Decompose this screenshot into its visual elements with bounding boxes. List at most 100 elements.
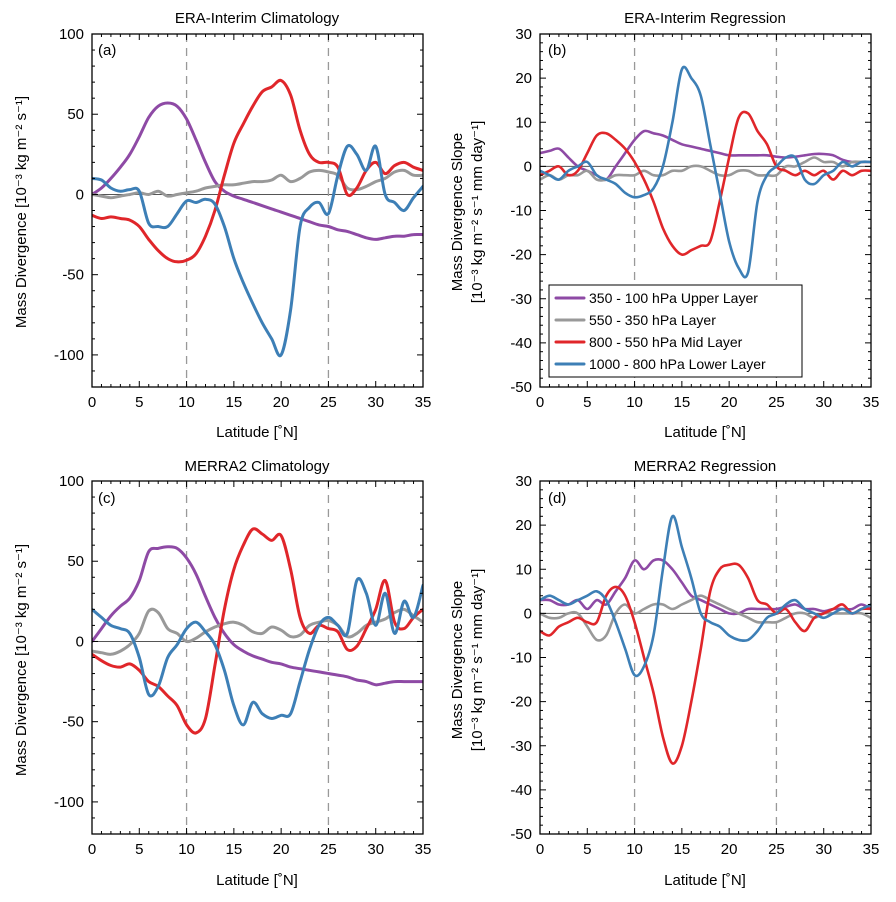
series-line-mid350 <box>540 156 871 182</box>
x-tick-label: 35 <box>863 841 880 858</box>
series-line-mid <box>540 110 871 256</box>
y-tick-label: -10 <box>510 650 532 667</box>
x-tick-label: 0 <box>88 394 96 411</box>
series-group <box>540 65 871 279</box>
series-line-lower <box>540 65 871 279</box>
panel-label: (a) <box>98 42 116 59</box>
x-axis-label: Latitude [˚N] <box>216 424 298 441</box>
x-axis-label: Latitude [˚N] <box>664 424 746 441</box>
series-group <box>540 514 871 765</box>
panel-title: ERA-Interim Climatology <box>175 10 340 27</box>
x-tick-label: 5 <box>583 841 591 858</box>
series-group <box>92 527 423 735</box>
legend-label: 1000 - 800 hPa Lower Layer <box>589 356 766 372</box>
x-tick-label: 10 <box>178 841 195 858</box>
panel-title: MERRA2 Regression <box>634 458 777 475</box>
x-tick-label: 25 <box>320 841 337 858</box>
x-tick-label: 25 <box>768 841 785 858</box>
y-tick-label: 10 <box>515 114 532 131</box>
y-tick-label: 100 <box>59 473 84 490</box>
x-tick-label: 35 <box>415 394 432 411</box>
x-tick-label: 15 <box>674 841 691 858</box>
y-tick-label: -50 <box>510 826 532 843</box>
x-tick-label: 0 <box>88 841 96 858</box>
panel-label: (d) <box>548 490 566 507</box>
x-tick-label: 5 <box>583 394 591 411</box>
panel-merra-regression: MERRA2 Regression (d) Latitude [˚N] Mass… <box>449 458 879 889</box>
y-axis-label: Mass Divergence Slope <box>449 581 466 739</box>
y-tick-label: -30 <box>510 291 532 308</box>
x-tick-label: 35 <box>415 841 432 858</box>
panel-merra-climatology: MERRA2 Climatology (c) Latitude [˚N] Mas… <box>13 458 431 889</box>
x-tick-label: 10 <box>626 841 643 858</box>
x-tick-label: 25 <box>320 394 337 411</box>
x-tick-label: 30 <box>367 841 384 858</box>
legend-label: 550 - 350 hPa Layer <box>589 312 716 328</box>
y-axis-label: Mass Divergence [10⁻³ kg m⁻² s⁻¹] <box>13 96 30 328</box>
x-tick-label: 15 <box>226 394 243 411</box>
y-tick-label: 10 <box>515 561 532 578</box>
x-tick-label: 5 <box>135 841 143 858</box>
panel-title: MERRA2 Climatology <box>184 458 330 475</box>
y-axis-label: Mass Divergence [10⁻³ kg m⁻² s⁻¹] <box>13 544 30 776</box>
x-tick-label: 20 <box>721 841 738 858</box>
x-tick-label: 0 <box>536 841 544 858</box>
series-line-upper <box>540 558 871 616</box>
y-tick-label: 100 <box>59 26 84 43</box>
y-axis-label-units: [10⁻³ kg m⁻² s⁻¹ mm day⁻¹] <box>469 569 486 752</box>
x-tick-label: 20 <box>273 394 290 411</box>
x-tick-label: 15 <box>226 841 243 858</box>
plot-frame <box>539 480 872 835</box>
legend-box <box>548 284 803 378</box>
legend-label: 350 - 100 hPa Upper Layer <box>589 290 758 306</box>
plot-frame <box>91 33 424 388</box>
x-tick-label: 0 <box>536 394 544 411</box>
series-line-mid <box>92 527 423 735</box>
y-tick-label: -10 <box>510 203 532 220</box>
x-tick-label: 10 <box>626 394 643 411</box>
series-line-mid <box>92 78 423 264</box>
y-tick-label: 20 <box>515 70 532 87</box>
panel-era-regression: ERA-Interim Regression (b) Latitude [˚N]… <box>449 10 879 441</box>
y-axis-label: Mass Divergence Slope <box>449 133 466 291</box>
y-tick-label: 0 <box>524 158 532 175</box>
series-line-upper <box>92 545 423 687</box>
legend: 350 - 100 hPa Upper Layer 550 - 350 hPa … <box>548 284 803 378</box>
x-tick-label: 30 <box>367 394 384 411</box>
y-tick-label: 20 <box>515 517 532 534</box>
panel-label: (b) <box>548 42 566 59</box>
y-tick-label: -40 <box>510 782 532 799</box>
x-tick-label: 20 <box>721 394 738 411</box>
x-tick-label: 30 <box>815 841 832 858</box>
series-line-lower <box>540 514 871 678</box>
series-group <box>92 78 423 358</box>
panel-title: ERA-Interim Regression <box>624 10 786 27</box>
y-tick-label: -50 <box>510 379 532 396</box>
y-tick-label: 30 <box>515 473 532 490</box>
x-tick-label: 20 <box>273 841 290 858</box>
y-tick-label: 30 <box>515 26 532 43</box>
series-line-upper <box>92 101 423 241</box>
legend-label: 800 - 550 hPa Mid Layer <box>589 334 743 350</box>
x-axis-label: Latitude [˚N] <box>216 872 298 889</box>
x-tick-label: 15 <box>674 394 691 411</box>
x-tick-label: 30 <box>815 394 832 411</box>
series-line-lower <box>92 577 423 727</box>
x-tick-label: 25 <box>768 394 785 411</box>
y-axis-label-units: [10⁻³ kg m⁻² s⁻¹ mm day⁻¹] <box>469 121 486 304</box>
panel-label: (c) <box>98 490 116 507</box>
y-tick-label: -20 <box>510 694 532 711</box>
x-tick-label: 5 <box>135 394 143 411</box>
x-tick-label: 10 <box>178 394 195 411</box>
y-tick-label: 0 <box>76 633 84 650</box>
y-tick-label: -50 <box>62 714 84 731</box>
x-axis-label: Latitude [˚N] <box>664 872 746 889</box>
panel-era-climatology: ERA-Interim Climatology (a) Latitude [˚N… <box>13 10 431 441</box>
y-tick-label: -50 <box>62 267 84 284</box>
series-line-mid350 <box>92 168 423 200</box>
y-tick-label: 0 <box>524 605 532 622</box>
series-line-lower <box>92 143 423 358</box>
y-tick-label: 50 <box>67 553 84 570</box>
y-tick-label: -30 <box>510 738 532 755</box>
